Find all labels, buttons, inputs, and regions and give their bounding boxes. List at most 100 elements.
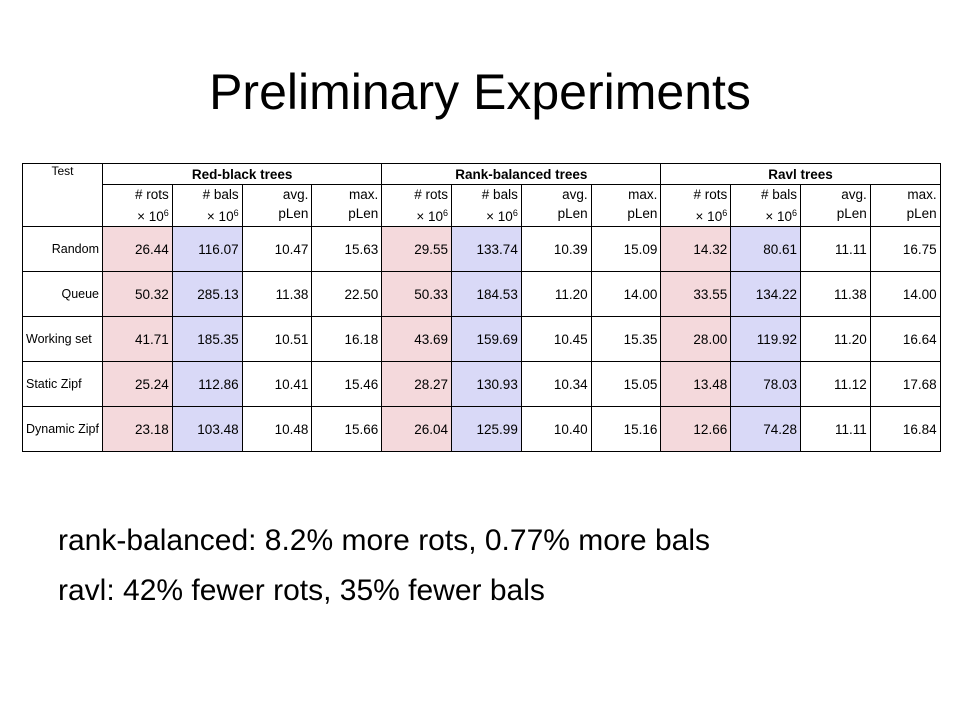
cell-rank-balanced-avg-plen: 10.39 — [520, 226, 592, 272]
cell-ravl-rots: 28.00 — [660, 316, 732, 362]
subheader-exponent: 6 — [233, 208, 239, 218]
test-column-header: Test — [22, 163, 103, 227]
cell-ravl-avg-plen: 11.12 — [800, 361, 871, 407]
bullet-ravl: ravl: 42% fewer rots, 35% fewer bals — [58, 574, 545, 607]
cell-red-black-avg-plen: 10.51 — [241, 316, 313, 362]
subheader-line1: # bals — [481, 187, 518, 202]
subheader-line1: # rots — [693, 187, 728, 202]
subheader-line2-text: × 10 — [137, 209, 164, 224]
cell-red-black-rots: 50.32 — [102, 271, 173, 317]
cell-ravl-rots: 13.48 — [660, 361, 732, 407]
cell-rank-balanced-rots: 43.69 — [381, 316, 453, 362]
bullet-rank-balanced: rank-balanced: 8.2% more rots, 0.77% mor… — [58, 524, 710, 557]
cell-ravl-rots: 14.32 — [660, 226, 732, 272]
subheader-exponent: 6 — [792, 208, 798, 218]
cell-red-black-rots: 25.24 — [102, 361, 173, 407]
cell-rank-balanced-bals: 159.69 — [451, 316, 522, 362]
subheader-red-black-avg-plen: avg. pLen — [241, 184, 313, 227]
subheader-line2: pLen — [595, 204, 658, 223]
cell-rank-balanced-avg-plen: 10.34 — [520, 361, 592, 407]
cell-rank-balanced-bals: 125.99 — [451, 406, 522, 452]
cell-red-black-max-plen: 15.66 — [311, 406, 383, 452]
subheader-red-black-rots: # rots × 106 — [102, 184, 173, 227]
row-label: Static Zipf — [22, 361, 103, 407]
subheader-exponent: 6 — [163, 208, 169, 218]
cell-rank-balanced-max-plen: 15.09 — [590, 226, 662, 272]
group-header-rank-balanced: Rank-balanced trees — [381, 163, 662, 185]
subheader-line2-text: × 10 — [206, 209, 234, 224]
cell-ravl-avg-plen: 11.38 — [800, 271, 871, 317]
subheader-line2: × 106 — [176, 204, 239, 226]
subheader-rank-balanced-avg-plen: avg. pLen — [520, 184, 592, 227]
row-label: Dynamic Zipf — [22, 406, 103, 452]
cell-red-black-rots: 23.18 — [102, 406, 173, 452]
subheader-rank-balanced-max-plen: max. pLen — [590, 184, 662, 227]
subheader-line2: × 106 — [664, 204, 728, 226]
cell-red-black-bals: 285.13 — [171, 271, 243, 317]
cell-red-black-max-plen: 15.63 — [311, 226, 383, 272]
cell-rank-balanced-max-plen: 15.05 — [590, 361, 662, 407]
cell-ravl-bals: 119.92 — [730, 316, 802, 362]
subheader-line1: avg. — [282, 187, 309, 202]
subheader-line1: # bals — [760, 187, 798, 202]
subheader-ravl-rots: # rots × 106 — [660, 184, 732, 227]
cell-ravl-bals: 74.28 — [730, 406, 802, 452]
subheader-line2: × 106 — [106, 204, 169, 226]
subheader-exponent: 6 — [443, 208, 449, 218]
subheader-line2-text: pLen — [557, 206, 588, 221]
cell-ravl-bals: 134.22 — [730, 271, 802, 317]
table-row: Working set 41.71 185.35 10.51 16.18 43.69 159… — [22, 316, 941, 362]
cell-rank-balanced-rots: 28.27 — [381, 361, 453, 407]
subheader-exponent: 6 — [722, 208, 728, 218]
cell-red-black-rots: 26.44 — [102, 226, 173, 272]
subheader-red-black-max-plen: max. pLen — [311, 184, 383, 227]
cell-rank-balanced-avg-plen: 11.20 — [520, 271, 592, 317]
subheader-line1: # rots — [135, 187, 169, 202]
subheader-line1: avg. — [841, 187, 867, 202]
subheader-line2-text: × 10 — [695, 209, 723, 224]
cell-rank-balanced-avg-plen: 10.45 — [520, 316, 592, 362]
cell-ravl-avg-plen: 11.11 — [800, 406, 871, 452]
subheader-rank-balanced-bals: # bals × 106 — [451, 184, 522, 227]
subheader-line2-text: pLen — [906, 206, 937, 221]
cell-red-black-avg-plen: 10.47 — [241, 226, 313, 272]
cell-rank-balanced-max-plen: 15.16 — [590, 406, 662, 452]
cell-ravl-avg-plen: 11.11 — [800, 226, 871, 272]
subheader-exponent: 6 — [512, 208, 518, 218]
group-header-row: Test Red-black trees Rank-balanced trees… — [22, 163, 941, 227]
subheader-line2-text: pLen — [348, 206, 379, 221]
subheader-line2-text: × 10 — [765, 209, 792, 224]
subheader-line2: pLen — [246, 204, 309, 223]
cell-rank-balanced-avg-plen: 10.40 — [520, 406, 592, 452]
subheader-line2-text: pLen — [627, 206, 658, 221]
cell-ravl-avg-plen: 11.20 — [800, 316, 871, 362]
summary-bullets: rank-balanced: 8.2% more rots, 0.77% mor… — [58, 516, 938, 616]
cell-red-black-max-plen: 16.18 — [311, 316, 383, 362]
group-header-red-black: Red-black trees — [101, 163, 383, 185]
cell-rank-balanced-bals: 133.74 — [451, 226, 522, 272]
cell-ravl-max-plen: 16.75 — [869, 226, 941, 272]
subheader-line1: max. — [348, 187, 379, 202]
subheader-line2: pLen — [315, 204, 378, 223]
table-row: Queue 50.32 285.13 11.38 22.50 50.33 184.53 11.… — [22, 271, 941, 317]
slide-title: Preliminary Experiments — [209, 64, 751, 120]
cell-red-black-max-plen: 15.46 — [311, 361, 383, 407]
table-row: Static Zipf 25.24 112.86 10.41 15.46 28.27 130… — [22, 361, 941, 407]
results-table: Test Red-black trees Rank-balanced trees… — [22, 163, 941, 452]
cell-rank-balanced-bals: 184.53 — [451, 271, 522, 317]
cell-red-black-bals: 112.86 — [171, 361, 243, 407]
subheader-line2: pLen — [804, 204, 867, 223]
table-row: Dynamic Zipf 23.18 103.48 10.48 15.66 26.04 12… — [22, 406, 941, 452]
cell-ravl-rots: 33.55 — [660, 271, 732, 317]
cell-rank-balanced-max-plen: 15.35 — [590, 316, 662, 362]
subheader-line2-text: pLen — [836, 206, 867, 221]
subheader-rank-balanced-rots: # rots × 106 — [381, 184, 453, 227]
subheader-line2-text: pLen — [278, 206, 309, 221]
cell-red-black-bals: 185.35 — [171, 316, 243, 362]
table-row: Random 26.44 116.07 10.47 15.63 29.55 133.74 10… — [22, 226, 941, 272]
subheader-line2-text: × 10 — [416, 209, 444, 224]
cell-rank-balanced-max-plen: 14.00 — [590, 271, 662, 317]
cell-rank-balanced-bals: 130.93 — [451, 361, 522, 407]
subheader-line2: pLen — [525, 204, 588, 223]
subheader-line1: # rots — [414, 187, 449, 202]
